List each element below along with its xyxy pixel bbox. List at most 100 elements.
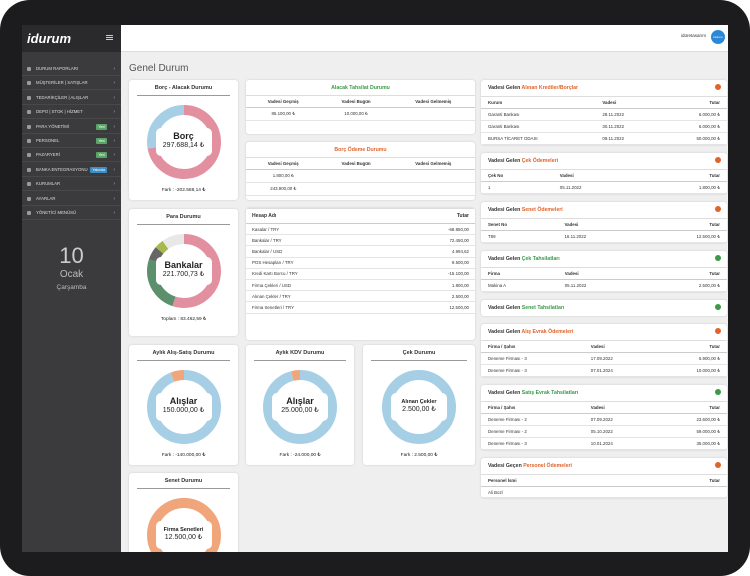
- table-row: BURSA TİCARET ODASI 09.11.2022 50.000,00 ₺: [481, 132, 727, 145]
- menu-icon: [27, 153, 31, 158]
- logo[interactable]: idurum: [27, 31, 72, 46]
- cell: [320, 182, 392, 196]
- cell: 28.11.2022: [595, 108, 660, 121]
- donut: [263, 370, 337, 444]
- table-row: Deneme Firması - 3 07.01.2024 10.000,00 ₺: [481, 364, 727, 377]
- menu-item[interactable]: TEDARİKÇİLER | ALIŞLAR ›: [22, 91, 121, 105]
- menu-item[interactable]: BANKA ENTEGRASYONU Yakında ›: [22, 163, 121, 177]
- title-highlight: Senet Ödemeleri: [521, 207, 563, 213]
- column-header: Vadesi Geçmiş: [246, 157, 321, 170]
- title-highlight: Alış Evrak Ödemeleri: [521, 329, 574, 335]
- cell: 4.994,62: [391, 245, 475, 258]
- gauge-card: Çek Durumu Alınan Çekler 2.500,00 ₺ Fark : …: [363, 345, 475, 465]
- donut: [146, 498, 221, 552]
- chevron: ›: [113, 195, 115, 202]
- center-label: Alışlar: [169, 396, 198, 406]
- donut-segment: [146, 234, 221, 308]
- avatar[interactable]: idurum: [711, 30, 725, 44]
- menu-label: DEPO | STOK | HİZMET: [36, 109, 83, 115]
- gauge-footer: Toplam : 83.462,59 ₺: [160, 317, 207, 322]
- menu-item[interactable]: MÜŞTERİLER | SATIŞLAR ›: [22, 76, 121, 91]
- accounts-card: Hesap Adı Tutar Kasalar / TRY -68.850,00 Ban…: [246, 208, 475, 340]
- menu-badge: Yakında: [90, 166, 107, 173]
- column-header: Senet No: [481, 218, 558, 231]
- cell: 5.900,00 ₺: [653, 352, 727, 365]
- center-value: 12.500,00 ₺: [164, 534, 203, 541]
- donut-segment: [382, 370, 456, 444]
- menu-toggle[interactable]: [106, 37, 113, 38]
- donut: [146, 105, 221, 179]
- chevron: ›: [113, 94, 115, 101]
- header-row: Hesap Adı Tutar: [246, 208, 475, 224]
- table-row: 85.100,00 ₺ 10.000,00 ₺: [246, 107, 475, 121]
- menu-item[interactable]: AYARLAR ›: [22, 192, 121, 206]
- menu-label: PAZARYERİ: [36, 152, 60, 158]
- cell: 05.10.2022: [583, 425, 654, 438]
- header-row: Vadesi Geçmiş Vadesi Bugün Vadesi Gelmemiş: [246, 157, 475, 170]
- status-title: Borç Ödeme Durumu: [334, 147, 387, 153]
- center-label: Firma Senetleri: [163, 527, 204, 533]
- cell: -68.850,00: [391, 223, 475, 236]
- menu-label: TEDARİKÇİLER | ALIŞLAR: [36, 94, 89, 100]
- gauge-card: Para Durumu Bankalar 221.700,73 ₺ Toplam : …: [129, 209, 238, 336]
- table: Vadesi Geçmiş Vadesi Bugün Vadesi Gelmemiş…: [246, 157, 475, 196]
- cell: 05.11.2022: [552, 181, 641, 194]
- table: Personel İsmi Tutar Ali Bozl: [481, 474, 727, 498]
- cell: 59.000,00 ₺: [653, 425, 727, 438]
- cell: 6.000,00 ₺: [659, 108, 727, 121]
- menu-label: YÖNETİCİ MENÜSÜ: [36, 210, 77, 215]
- due-title: Vadesi Geçen Personel Ödemeleri: [481, 458, 727, 474]
- menu-icon: [27, 81, 31, 86]
- title-underline: [137, 360, 230, 361]
- title-prefix: Vadesi Gelen: [488, 256, 522, 262]
- menu-item[interactable]: PARA YÖNETİMİ Yeni ›: [22, 120, 121, 134]
- gauge-title: Aylık KDV Durumu: [275, 350, 325, 356]
- cell: Deneme Firması - 2: [481, 413, 584, 426]
- status-dot: [715, 206, 721, 212]
- table-row: 1.800,00 ₺: [246, 169, 475, 183]
- cell: [320, 169, 392, 183]
- donut: [146, 234, 221, 308]
- menu-item[interactable]: PAZARYERİ Yeni ›: [22, 148, 121, 163]
- gauge-title: Aylık Alış-Satış Durumu: [152, 350, 215, 356]
- cell: 09.11.2022: [595, 132, 660, 145]
- cell: Firma Çekleri / USD: [246, 279, 392, 292]
- cell: -15.100,00: [391, 268, 475, 280]
- column-header: Tutar: [640, 218, 727, 231]
- due-card: Vadesi Gelen Alınan Krediler/Borçlar Kuru…: [481, 80, 727, 145]
- menu-item[interactable]: KURUMLAR ›: [22, 177, 121, 192]
- due-card: Vadesi Gelen Senet Ödemeleri Senet No Vade…: [481, 202, 727, 243]
- menu-item[interactable]: DURUM RAPORLARI ›: [22, 62, 121, 76]
- table: Kurum Vadesi Tutar Garanti Bankası 28.11.202…: [481, 96, 727, 145]
- table: Çek No Vadesi Tutar 1 05.11.2022 1.800,00 ₺: [481, 169, 727, 194]
- column-header: Vadesi: [595, 96, 660, 109]
- date-day: 10: [59, 243, 84, 268]
- menu-item[interactable]: YÖNETİCİ MENÜSÜ ›: [22, 206, 121, 220]
- table: Hesap Adı Tutar Kasalar / TRY -68.850,00 Ban…: [246, 208, 475, 314]
- gauge-card: Borç - Alacak Durumu Borç 297.688,14 ₺ Fark…: [129, 80, 238, 200]
- menu-item[interactable]: DEPO | STOK | HİZMET ›: [22, 105, 121, 120]
- donut: [382, 370, 456, 444]
- cell: T89: [481, 230, 558, 243]
- title-highlight: Senet Tahsilatları: [521, 305, 565, 311]
- logo-bar: idurum: [22, 25, 121, 52]
- menu-icon: [27, 110, 31, 115]
- menu-label: DURUM RAPORLARI: [36, 66, 79, 71]
- center-label: Alışlar: [286, 396, 314, 406]
- cell: Bankalar / TRY: [246, 234, 392, 247]
- donut-center: Alınan Çekler 2.500,00 ₺: [391, 393, 447, 421]
- status-dot: [715, 157, 721, 163]
- due-title: Vadesi Gelen Alınan Krediler/Borçlar: [481, 80, 727, 96]
- cell: Garanti Bankası: [481, 120, 596, 133]
- menu-item[interactable]: PERSONEL Yeni ›: [22, 134, 121, 148]
- center-label: Bankalar: [164, 260, 203, 270]
- cell: Kasalar / TRY: [246, 223, 392, 236]
- cell: [391, 107, 475, 121]
- due-title: Vadesi Gelen Alış Evrak Ödemeleri: [481, 324, 727, 340]
- cell: Deneme Firması - 3: [481, 364, 584, 377]
- menu-icon: [27, 167, 31, 172]
- table-row: Kasalar / TRY -68.850,00: [246, 223, 475, 236]
- table-row: Ali Bozl: [481, 486, 727, 498]
- column-header: Firma / Şahıs: [481, 340, 584, 353]
- user-name[interactable]: idüretasarım: [680, 33, 706, 38]
